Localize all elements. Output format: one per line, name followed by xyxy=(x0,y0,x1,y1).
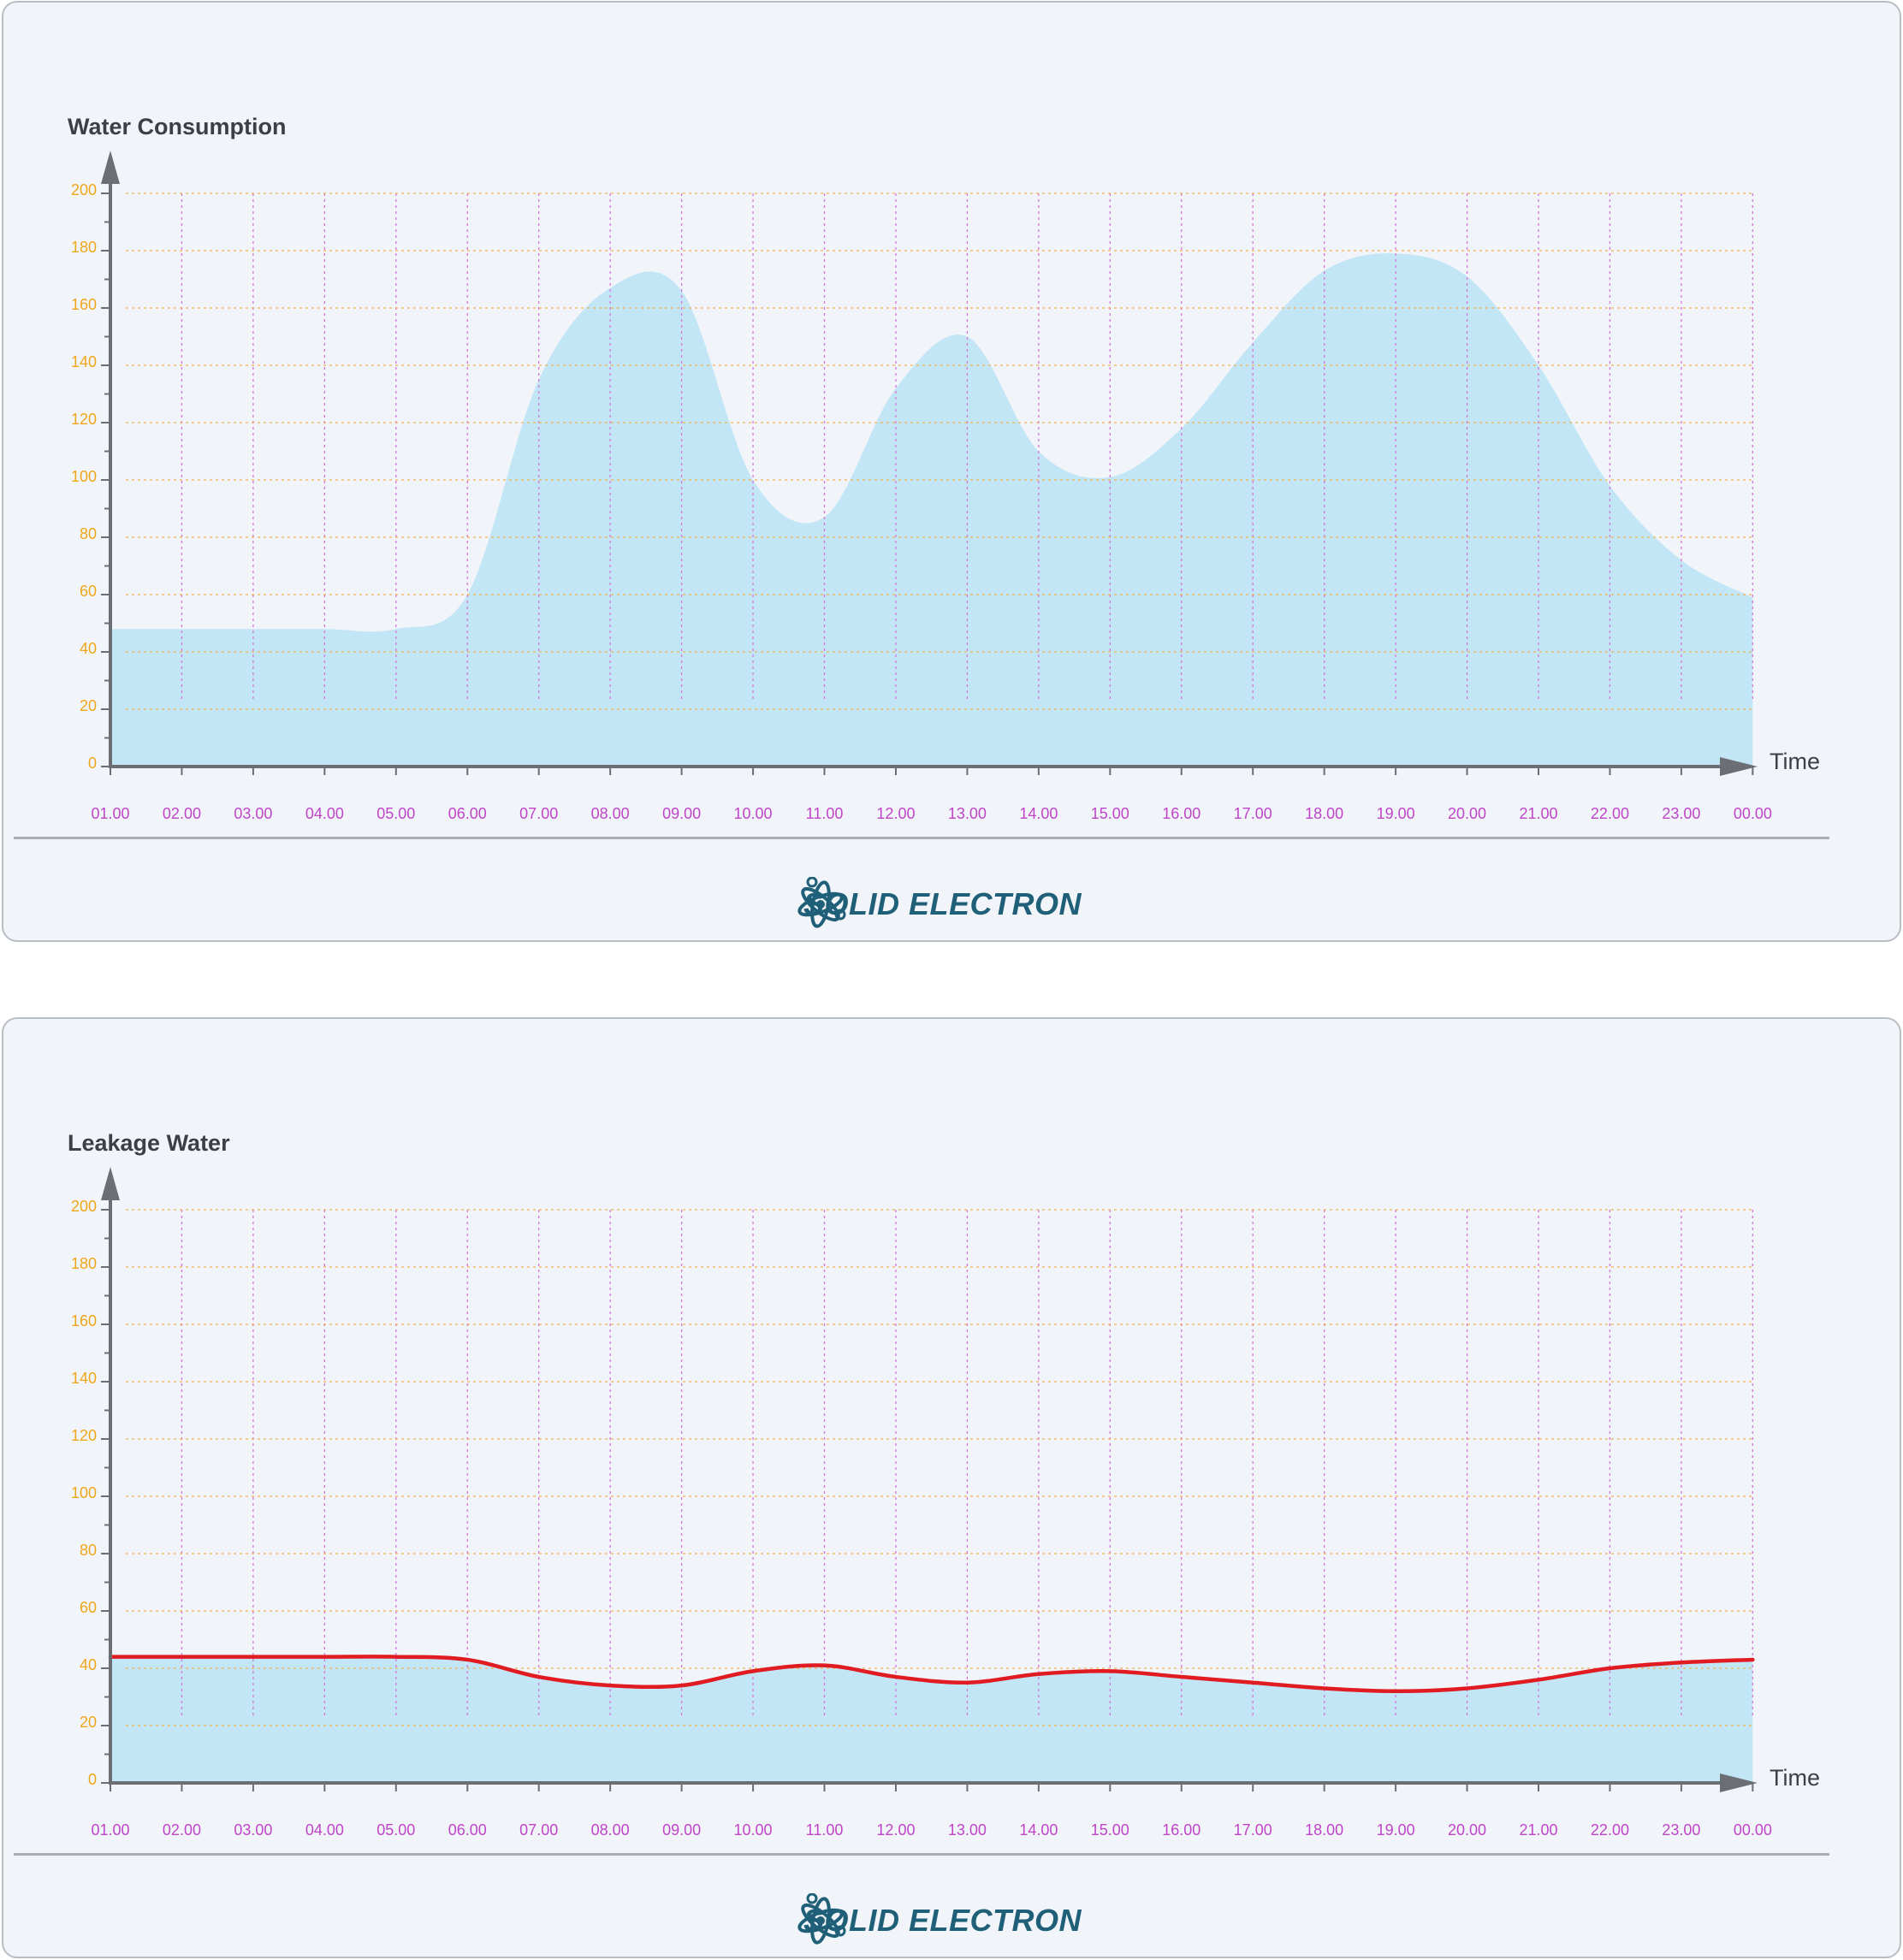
y-tick-label: 140 xyxy=(71,1370,97,1387)
footer-divider xyxy=(14,1853,1829,1856)
chart-title: Water Consumption xyxy=(68,114,287,139)
y-axis-arrow xyxy=(101,151,120,184)
y-tick-label: 120 xyxy=(71,1427,97,1444)
x-tick-label: 17.00 xyxy=(1234,805,1272,822)
x-tick-label: 22.00 xyxy=(1591,1821,1629,1839)
x-tick-label: 13.00 xyxy=(948,1821,987,1839)
y-tick-label: 200 xyxy=(71,181,97,198)
x-tick-label: 07.00 xyxy=(519,1821,558,1839)
y-tick-label: 20 xyxy=(80,697,97,714)
x-tick-label: 16.00 xyxy=(1162,1821,1200,1839)
y-tick-label: 180 xyxy=(71,239,97,256)
y-tick-label: 0 xyxy=(88,755,97,772)
x-tick-label: 19.00 xyxy=(1377,1821,1415,1839)
x-tick-label: 06.00 xyxy=(448,1821,487,1839)
footer-divider xyxy=(14,837,1829,839)
x-tick-label: 05.00 xyxy=(376,1821,415,1839)
x-tick-label: 04.00 xyxy=(305,805,344,822)
x-tick-label: 11.00 xyxy=(806,805,844,822)
x-tick-label: 04.00 xyxy=(305,1821,344,1839)
x-tick-label: 11.00 xyxy=(806,1821,844,1839)
x-tick-label: 19.00 xyxy=(1377,805,1415,822)
y-tick-label: 80 xyxy=(80,525,97,542)
brand-name: SOLID ELECTRON xyxy=(803,886,1082,921)
x-tick-label: 01.00 xyxy=(91,1821,129,1839)
x-tick-label: 08.00 xyxy=(591,805,630,822)
y-tick-label: 0 xyxy=(88,1771,97,1788)
x-tick-label: 05.00 xyxy=(376,805,415,822)
y-tick-label: 40 xyxy=(80,1656,97,1673)
x-axis-arrow xyxy=(1720,757,1758,776)
y-tick-label: 20 xyxy=(80,1714,97,1731)
x-tick-label: 21.00 xyxy=(1519,805,1557,822)
y-tick-label: 200 xyxy=(71,1198,97,1215)
brand-name: SOLID ELECTRON xyxy=(803,1903,1082,1938)
y-axis-arrow xyxy=(101,1167,120,1200)
brand-logo: SOLID ELECTRON xyxy=(795,1893,1082,1948)
brand-logo: SOLID ELECTRON xyxy=(795,877,1082,932)
x-tick-label: 07.00 xyxy=(519,805,558,822)
y-tick-label: 100 xyxy=(71,1484,97,1501)
x-tick-label: 15.00 xyxy=(1091,1821,1129,1839)
x-tick-label: 00.00 xyxy=(1734,805,1772,822)
series-area xyxy=(110,1656,1753,1783)
x-tick-label: 12.00 xyxy=(876,1821,915,1839)
x-tick-label: 10.00 xyxy=(734,1821,773,1839)
y-tick-label: 60 xyxy=(80,583,97,600)
x-tick-label: 22.00 xyxy=(1591,805,1629,822)
x-tick-label: 14.00 xyxy=(1019,805,1058,822)
x-tick-label: 02.00 xyxy=(163,805,201,822)
y-tick-label: 60 xyxy=(80,1599,97,1616)
x-tick-label: 18.00 xyxy=(1305,1821,1343,1839)
x-tick-label: 13.00 xyxy=(948,805,987,822)
y-tick-label: 160 xyxy=(71,296,97,313)
chart-title: Leakage Water xyxy=(68,1130,230,1156)
x-tick-label: 23.00 xyxy=(1662,1821,1700,1839)
x-axis-arrow xyxy=(1720,1773,1758,1792)
x-tick-label: 09.00 xyxy=(662,805,701,822)
x-tick-label: 01.00 xyxy=(91,805,129,822)
y-tick-label: 140 xyxy=(71,353,97,370)
x-tick-label: 17.00 xyxy=(1234,1821,1272,1839)
x-tick-label: 15.00 xyxy=(1091,805,1129,822)
series-area xyxy=(110,253,1753,767)
chart-plot: 01.00 02.00 03.00 04.00 05.00 06.00 07.00 08.00… xyxy=(71,1167,1772,1839)
y-tick-label: 80 xyxy=(80,1542,97,1559)
y-tick-label: 40 xyxy=(80,640,97,657)
x-tick-label: 21.00 xyxy=(1519,1821,1557,1839)
x-axis-label: Time xyxy=(1770,1765,1820,1791)
y-tick-label: 160 xyxy=(71,1312,97,1329)
x-tick-label: 18.00 xyxy=(1305,805,1343,822)
x-tick-label: 00.00 xyxy=(1734,1821,1772,1839)
x-tick-label: 20.00 xyxy=(1448,805,1486,822)
x-tick-label: 23.00 xyxy=(1662,805,1700,822)
x-tick-label: 14.00 xyxy=(1019,1821,1058,1839)
x-tick-label: 12.00 xyxy=(876,805,915,822)
chart-card-leakage-water: Leakage Water 01.00 02.00 03.00 04.00 05.00 0… xyxy=(2,1017,1901,1958)
y-tick-label: 180 xyxy=(71,1255,97,1272)
x-tick-label: 16.00 xyxy=(1162,805,1200,822)
x-tick-label: 06.00 xyxy=(448,805,487,822)
x-tick-label: 08.00 xyxy=(591,1821,630,1839)
y-tick-label: 120 xyxy=(71,411,97,428)
x-tick-label: 10.00 xyxy=(734,805,773,822)
x-tick-label: 09.00 xyxy=(662,1821,701,1839)
x-tick-label: 20.00 xyxy=(1448,1821,1486,1839)
chart-card-water-consumption: Water Consumption 01.00 02.00 03.00 04.00 05… xyxy=(2,1,1901,942)
series-line xyxy=(108,1655,1755,1694)
y-tick-label: 100 xyxy=(71,468,97,485)
x-tick-label: 02.00 xyxy=(163,1821,201,1839)
x-tick-label: 03.00 xyxy=(234,1821,272,1839)
x-tick-label: 03.00 xyxy=(234,805,272,822)
x-axis-label: Time xyxy=(1770,749,1820,774)
chart-plot: 01.00 02.00 03.00 04.00 05.00 06.00 07.00 08.00… xyxy=(71,151,1772,822)
